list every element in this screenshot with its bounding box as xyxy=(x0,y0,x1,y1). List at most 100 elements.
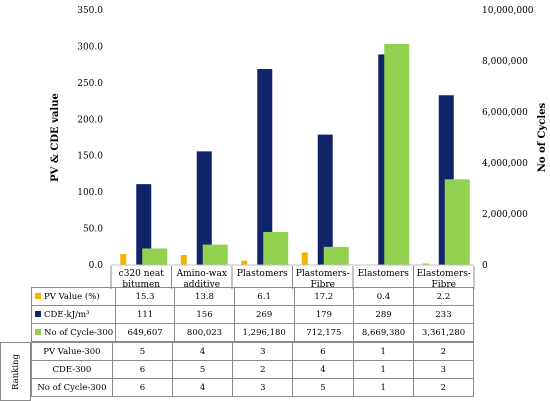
data-cell: 6.1 xyxy=(233,287,295,306)
category-label: bitumen xyxy=(122,280,160,290)
ranking-row: PV Value-300 5 4 3 6 1 2 xyxy=(31,342,475,361)
category-label: c320 neat xyxy=(119,269,165,279)
y-left-tick-label: 150.0 xyxy=(77,152,103,162)
ranking-cell: 5 xyxy=(172,360,234,379)
data-cell: 649,607 xyxy=(114,323,176,342)
ranking-cell: 3 xyxy=(412,360,475,379)
series-label-cell: PV Value (%) xyxy=(31,287,116,306)
ranking-row: No of Cycle-300 6 4 3 5 1 2 xyxy=(31,378,475,397)
ranking-table: PV Value-300 5 4 3 6 1 2 CDE-300 6 5 2 4 1 3 No of Cyc… xyxy=(31,342,475,397)
bar-pv xyxy=(180,254,187,265)
legend-swatch xyxy=(35,292,41,299)
data-cell: 8,669,380 xyxy=(353,323,415,342)
ranking-cell: 2 xyxy=(232,360,294,379)
category-label: Elastomers- xyxy=(417,269,471,279)
bar-cde xyxy=(317,134,333,265)
data-cell: 15.3 xyxy=(114,287,176,306)
data-cell: 3,361,280 xyxy=(413,323,474,342)
data-cell: 179 xyxy=(293,305,355,324)
y-right-tick-label: 10,000,000 xyxy=(482,6,534,16)
y-left-tick-label: 250.0 xyxy=(77,79,103,89)
y-left-tick-label: 100.0 xyxy=(77,188,103,198)
ranking-cell: 6 xyxy=(111,360,174,379)
y-left-tick-label: 300.0 xyxy=(77,42,103,52)
ranking-cell: 4 xyxy=(292,360,354,379)
series-label-cell: CDE-kJ/m³ xyxy=(31,305,116,324)
data-table-row: PV Value (%) 15.3 13.8 6.1 17.2 0.4 2.2 xyxy=(31,287,474,306)
y-left-axis-title: PV & CDE value xyxy=(50,93,61,182)
ranking-cell: 3 xyxy=(232,378,294,397)
y-right-tick-label: 6,000,000 xyxy=(482,108,528,118)
data-table: PV Value (%) 15.3 13.8 6.1 17.2 0.4 2.2 CDE-kJ/… xyxy=(31,287,474,342)
ranking-cell: 1 xyxy=(352,378,414,397)
y-left-tick-label: 200.0 xyxy=(77,115,103,125)
ranking-cell: 5 xyxy=(111,342,174,361)
data-cell: 233 xyxy=(413,305,474,324)
bar-cycles xyxy=(444,179,470,265)
y-left-tick-label: 0.0 xyxy=(89,261,104,271)
data-cell: 0.4 xyxy=(353,287,415,306)
data-cell: 269 xyxy=(233,305,295,324)
ranking-cell: 1 xyxy=(352,360,414,379)
data-table-row: No of Cycle-300 649,607 800,023 1,296,180 71… xyxy=(31,323,474,342)
bar-cycles xyxy=(384,43,410,265)
y-left-tick-label: 350.0 xyxy=(77,6,103,16)
series-label: PV Value (%) xyxy=(44,291,100,302)
bar-cde xyxy=(136,184,152,265)
series-label-cell: No of Cycle-300 xyxy=(31,323,116,342)
bar-pv xyxy=(120,253,127,265)
data-cell: 111 xyxy=(114,305,176,324)
ranking-cell: 2 xyxy=(412,342,475,361)
category-label: additive xyxy=(183,280,220,290)
y-right-axis-title: No of Cycles xyxy=(537,102,548,172)
ranking-cell: 4 xyxy=(172,378,234,397)
y-left-tick-label: 50.0 xyxy=(83,225,103,235)
category-label: Plastomers xyxy=(237,269,288,279)
bar-pv xyxy=(241,260,248,265)
ranking-cell: 3 xyxy=(232,342,294,361)
series-label: CDE-kJ/m³ xyxy=(44,309,90,320)
ranking-side-label: Ranking xyxy=(0,342,31,401)
ranking-cell: 2 xyxy=(412,378,475,397)
ranking-cell: 6 xyxy=(292,342,354,361)
category-label: Plastomers- xyxy=(296,269,350,279)
category-label: Elastomers xyxy=(358,269,410,279)
category-label: Amino-wax xyxy=(176,269,227,279)
legend-swatch xyxy=(35,310,41,317)
bar-pv xyxy=(301,252,308,265)
data-cell: 1,296,180 xyxy=(233,323,295,342)
y-right-tick-label: 2,000,000 xyxy=(482,210,528,220)
ranking-cell: 4 xyxy=(172,342,234,361)
bar-cycles xyxy=(263,231,289,265)
data-cell: 17.2 xyxy=(293,287,355,306)
data-cell: 13.8 xyxy=(174,287,235,306)
data-table-row: CDE-kJ/m³ 111 156 269 179 289 233 xyxy=(31,305,474,324)
bar-cycles xyxy=(323,246,349,265)
bar-cycles xyxy=(202,244,228,265)
category-label: Fibre xyxy=(310,280,335,290)
y-right-tick-label: 8,000,000 xyxy=(482,57,528,67)
data-cell: 800,023 xyxy=(174,323,235,342)
bar-cde xyxy=(196,151,212,265)
data-cell: 289 xyxy=(353,305,415,324)
series-label: No of Cycle-300 xyxy=(44,327,114,338)
data-cell: 156 xyxy=(174,305,235,324)
bar-cde xyxy=(257,69,273,265)
y-right-tick-label: 0 xyxy=(482,261,488,271)
ranking-row-label: PV Value-300 xyxy=(31,342,113,361)
ranking-cell: 6 xyxy=(111,378,174,397)
ranking-cell: 5 xyxy=(292,378,354,397)
ranking-row-label: No of Cycle-300 xyxy=(31,378,113,397)
data-cell: 2.2 xyxy=(413,287,474,306)
ranking-row: CDE-300 6 5 2 4 1 3 xyxy=(31,360,475,379)
y-right-tick-label: 4,000,000 xyxy=(482,159,528,169)
bar-cycles xyxy=(142,248,168,265)
data-cell: 712,175 xyxy=(293,323,355,342)
legend-swatch xyxy=(35,328,41,335)
ranking-label: Ranking xyxy=(10,353,21,390)
ranking-cell: 1 xyxy=(352,342,414,361)
bar-pv xyxy=(422,263,429,265)
ranking-row-label: CDE-300 xyxy=(31,360,113,379)
dual-axis-bar-chart: 0.0 50.0 100.0 150.0 200.0 250.0 300.0 350.0 0 2,… xyxy=(50,6,548,290)
category-label: Fibre xyxy=(431,280,456,290)
